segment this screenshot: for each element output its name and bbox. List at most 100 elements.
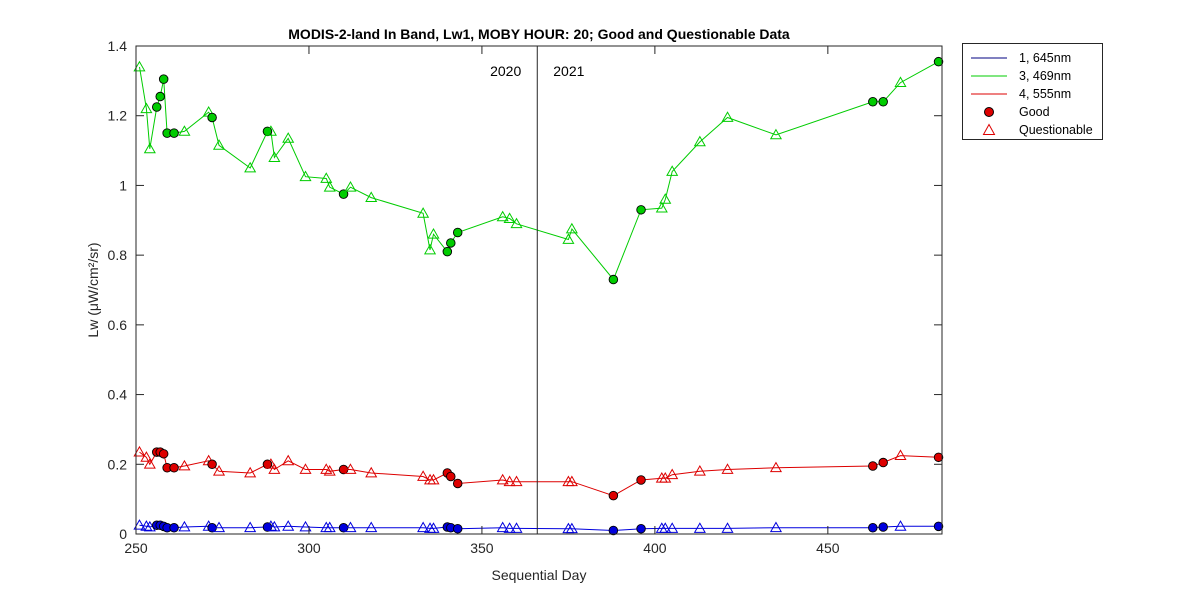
legend-item-469nm: 3, 469nm — [963, 67, 1104, 85]
year-left-label: 2020 — [490, 63, 521, 79]
questionable-point — [894, 76, 907, 87]
good-point — [868, 461, 878, 471]
good-point — [878, 457, 888, 468]
legend-line-555nm — [971, 93, 1007, 95]
good-point — [207, 522, 217, 533]
good-point — [608, 274, 619, 285]
questionable-point — [320, 463, 333, 474]
series-1-645nm — [133, 519, 944, 536]
questionable-point — [323, 465, 336, 476]
questionable-point — [427, 473, 440, 485]
questionable-point — [423, 243, 437, 255]
questionable-point — [655, 201, 668, 213]
legend: 1, 645nm 3, 469nm 4, 555nm Good Question… — [962, 43, 1103, 140]
series-line-3-469nm — [139, 61, 939, 281]
questionable-point — [693, 522, 706, 533]
good-point — [338, 189, 349, 199]
questionable-point — [693, 135, 706, 147]
good-point — [452, 227, 463, 238]
good-point — [446, 238, 456, 248]
questionable-point — [133, 60, 146, 72]
good-point — [636, 475, 646, 485]
questionable-point — [140, 451, 153, 462]
series-layer — [133, 56, 944, 536]
questionable-point — [769, 521, 783, 533]
questionable-point — [264, 520, 277, 531]
good-point — [878, 97, 888, 107]
questionable-point — [503, 522, 516, 533]
good-point — [158, 449, 169, 459]
x-tick-label: 350 — [470, 540, 494, 556]
good-point — [868, 522, 878, 533]
legend-line-469nm — [971, 75, 1007, 77]
y-tick-label: 1.4 — [108, 38, 128, 54]
good-point — [933, 521, 944, 532]
questionable-point — [562, 522, 575, 534]
good-point — [155, 91, 165, 102]
good-point — [152, 102, 162, 112]
y-tick-label: 1 — [119, 177, 127, 193]
questionable-point — [299, 520, 312, 532]
good-point — [446, 471, 456, 482]
questionable-point — [769, 128, 783, 140]
questionable-point — [344, 463, 357, 474]
questionable-point — [140, 520, 153, 531]
questionable-point — [244, 466, 257, 478]
good-point — [338, 522, 349, 533]
questionable-point — [320, 172, 333, 183]
questionable-point — [666, 165, 679, 176]
questionable-point — [365, 521, 378, 533]
x-tick-label: 400 — [643, 540, 667, 556]
series-4-555nm — [133, 445, 944, 501]
questionable-point — [655, 522, 668, 533]
legend-line-645nm — [971, 57, 1007, 59]
chart-title: MODIS-2-land In Band, Lw1, MOBY HOUR: 20… — [288, 26, 790, 42]
questionable-point — [693, 465, 706, 476]
questionable-point — [282, 132, 295, 143]
good-point — [338, 464, 349, 475]
legend-label: 3, 469nm — [1019, 69, 1072, 83]
questionable-point — [282, 520, 295, 531]
questionable-point — [143, 458, 156, 469]
questionable-point — [133, 519, 146, 530]
questionable-point — [268, 463, 281, 474]
questionable-point — [212, 139, 226, 150]
questionable-point — [178, 520, 191, 532]
questionable-point — [562, 233, 575, 244]
good-point — [608, 490, 619, 501]
questionable-point — [140, 102, 153, 114]
good-point — [452, 524, 463, 534]
questionable-point — [323, 521, 336, 533]
questionable-point — [659, 522, 672, 533]
good-point — [868, 97, 878, 107]
questionable-point — [143, 142, 156, 154]
x-axis-label: Sequential Day — [492, 567, 587, 583]
questionable-point — [721, 463, 734, 474]
questionable-point — [344, 521, 357, 533]
axes-box — [135, 45, 943, 535]
questionable-point — [503, 475, 516, 487]
questionable-point — [666, 468, 679, 480]
questionable-point — [565, 522, 578, 534]
y-tick-label: 0.8 — [108, 247, 128, 263]
y-tick-label: 0.6 — [108, 317, 128, 333]
questionable-point — [565, 222, 578, 234]
questionable-point — [264, 125, 277, 136]
questionable-point — [659, 193, 672, 204]
questionable-point — [666, 522, 679, 533]
legend-label: 1, 645nm — [1019, 51, 1072, 65]
series-3-469nm — [133, 56, 944, 285]
good-point — [452, 478, 463, 489]
series-line-4-555nm — [139, 451, 939, 497]
questionable-point — [503, 212, 516, 223]
good-point — [636, 524, 646, 534]
legend-item-555nm: 4, 555nm — [963, 85, 1104, 103]
questionable-point — [417, 207, 430, 218]
y-axis: 0 0.2 0.4 0.6 0.8 1 1.2 1.4 — [108, 38, 942, 542]
y-tick-label: 0 — [119, 526, 127, 542]
questionable-point — [178, 125, 191, 136]
questionable-point — [212, 521, 226, 533]
questionable-point — [344, 180, 357, 192]
questionable-point — [510, 522, 523, 533]
legend-label: 4, 555nm — [1019, 87, 1072, 101]
